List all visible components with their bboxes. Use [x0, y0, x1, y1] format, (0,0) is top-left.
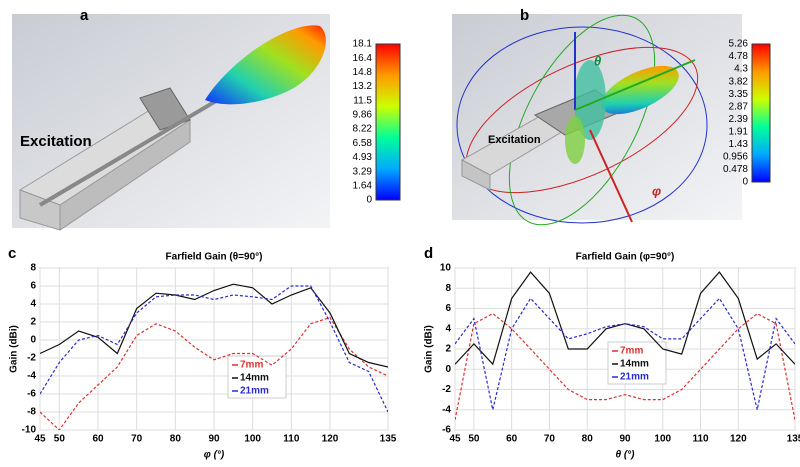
x-axis-label: θ (°)	[615, 450, 635, 461]
y-tick-label: -4	[442, 404, 451, 415]
series-line	[455, 297, 795, 410]
annotation: Excitation	[488, 134, 541, 146]
y-axis-label: Gain (dBi)	[9, 325, 20, 373]
y-tick-label: -2	[27, 353, 36, 364]
colorbar	[751, 43, 771, 183]
colorbar-label: 2.87	[729, 101, 749, 112]
y-tick-label: 0	[30, 335, 36, 346]
legend-label: 14mm	[620, 359, 649, 370]
colorbar-label: 0	[742, 177, 748, 188]
legend-label: 7mm	[240, 360, 263, 371]
x-tick-label: 80	[582, 434, 594, 445]
series-line	[455, 312, 795, 421]
x-tick-label: 70	[544, 434, 556, 445]
colorbar-label: 16.4	[353, 53, 373, 64]
panel-label: c	[8, 245, 16, 262]
panel-label: d	[424, 245, 433, 262]
theta-label: θ	[594, 53, 601, 68]
colorbar-label: 11.5	[353, 95, 372, 106]
colorbar-label: 4.3	[734, 64, 748, 75]
y-tick-label: -8	[27, 407, 36, 418]
y-tick-label: -6	[27, 389, 36, 400]
panel-label: a	[80, 7, 89, 24]
chart-title: Farfield Gain (φ=90°)	[576, 252, 675, 263]
colorbar-label: 2.39	[729, 114, 749, 125]
series-line	[40, 316, 388, 430]
x-tick-label: 135	[787, 434, 800, 445]
x-tick-label: 90	[208, 434, 220, 445]
colorbar-label: 6.58	[353, 138, 373, 149]
x-tick-label: 90	[619, 434, 631, 445]
colorbar-label: 1.91	[729, 126, 749, 137]
colorbar-label: 0.956	[723, 152, 748, 163]
x-axis-label: φ (°)	[204, 450, 225, 461]
legend-label: 21mm	[620, 372, 649, 383]
y-tick-label: 4	[445, 323, 451, 334]
colorbar-label: 1.64	[353, 180, 373, 191]
x-tick-label: 50	[468, 434, 480, 445]
colorbar-label: 1.43	[729, 139, 749, 150]
y-tick-label: 8	[445, 283, 451, 294]
x-tick-label: 120	[730, 434, 747, 445]
x-tick-label: 45	[34, 434, 46, 445]
y-tick-label: 4	[30, 299, 36, 310]
colorbar	[375, 43, 401, 201]
x-tick-label: 45	[449, 434, 461, 445]
x-tick-label: 135	[380, 434, 397, 445]
chart-title: Farfield Gain (θ=90°)	[166, 252, 263, 263]
colorbar-label: 4.78	[729, 51, 749, 62]
legend-label: 14mm	[240, 373, 269, 384]
y-tick-label: 10	[440, 263, 452, 274]
colorbar-label: 14.8	[353, 67, 373, 78]
y-tick-label: 2	[445, 344, 451, 355]
colorbar-label: 13.2	[353, 81, 373, 92]
y-tick-label: -4	[27, 371, 36, 382]
y-tick-label: 6	[445, 303, 451, 314]
colorbar-label: 3.82	[729, 76, 749, 87]
colorbar-label: 5.26	[729, 39, 749, 50]
colorbar-label: 3.29	[353, 166, 373, 177]
y-tick-label: 2	[30, 317, 36, 328]
y-tick-label: 6	[30, 281, 36, 292]
series-line	[40, 283, 388, 368]
panel-label: b	[520, 7, 529, 24]
antenna-a	[18, 25, 326, 231]
legend-label: 21mm	[240, 386, 269, 397]
series-line	[40, 285, 388, 413]
x-tick-label: 110	[283, 434, 300, 445]
colorbar-label: 18.1	[353, 39, 373, 50]
colorbar-label: 0	[366, 195, 372, 206]
x-tick-label: 70	[131, 434, 143, 445]
y-tick-label: -10	[22, 425, 37, 436]
phi-label: φ	[652, 183, 661, 198]
x-tick-label: 110	[692, 434, 709, 445]
legend-label: 7mm	[620, 346, 643, 357]
x-tick-label: 60	[92, 434, 104, 445]
colorbar-label: 0.478	[723, 164, 748, 175]
x-tick-label: 100	[244, 434, 261, 445]
y-tick-label: -2	[442, 384, 451, 395]
x-tick-label: 120	[322, 434, 339, 445]
x-tick-label: 50	[54, 434, 66, 445]
x-tick-label: 100	[654, 434, 671, 445]
colorbar-label: 4.93	[353, 152, 373, 163]
y-tick-label: 8	[30, 263, 36, 274]
y-axis-label: Gain (dBi)	[424, 325, 435, 373]
y-tick-label: 0	[445, 364, 451, 375]
colorbar-label: 9.86	[353, 110, 373, 121]
colorbar-label: 8.22	[353, 124, 373, 135]
x-tick-label: 80	[170, 434, 182, 445]
x-tick-label: 60	[506, 434, 518, 445]
antenna-b	[456, 14, 708, 226]
y-tick-label: -6	[442, 425, 451, 436]
annotation: Excitation	[20, 133, 92, 150]
colorbar-label: 3.35	[729, 89, 749, 100]
